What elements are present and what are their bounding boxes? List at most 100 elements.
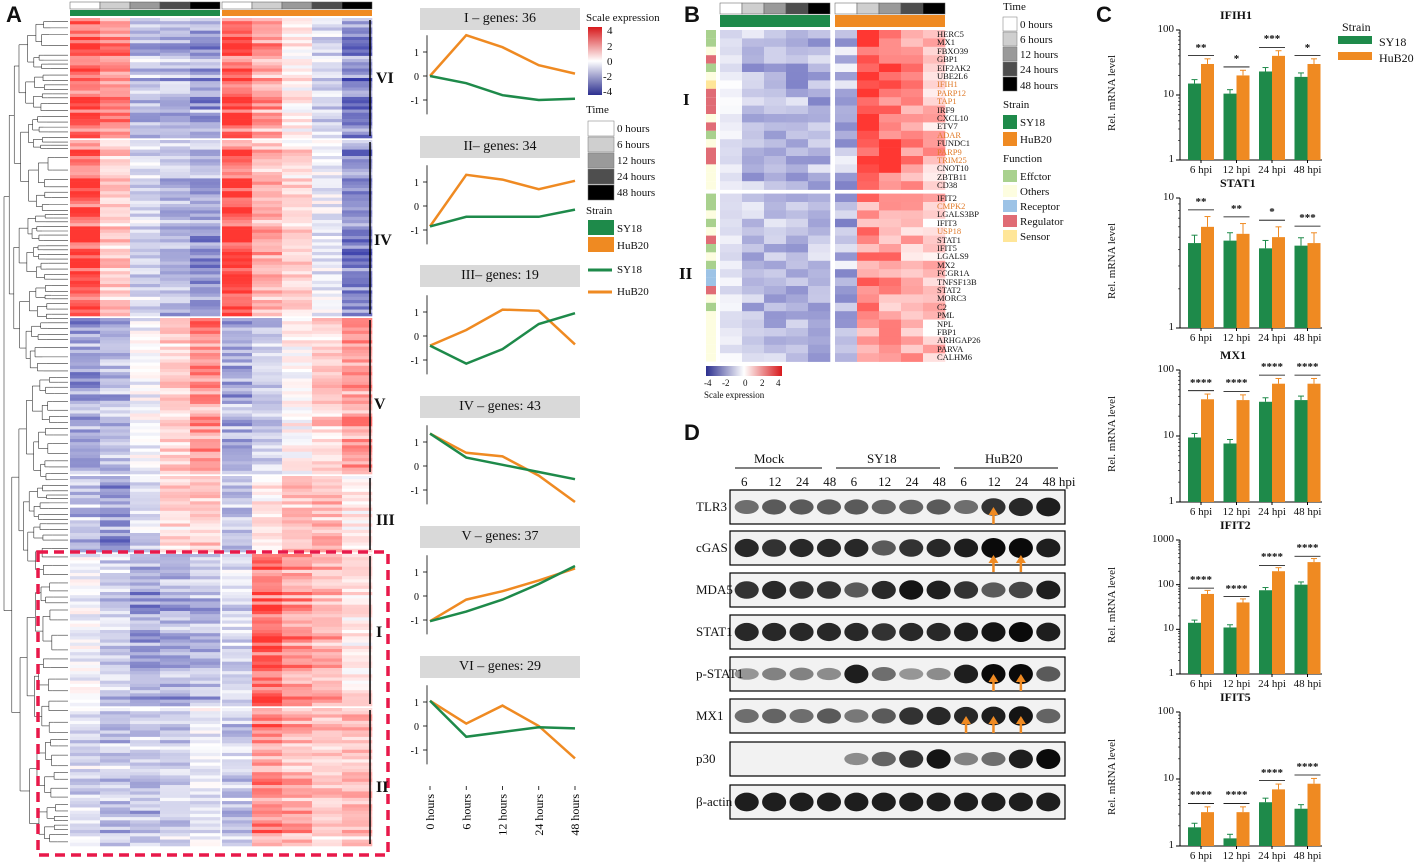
heat-cell [160, 633, 191, 637]
heat-cell [342, 40, 373, 44]
heat-cell [100, 582, 131, 586]
heat-cell [100, 194, 131, 198]
heat-cell [70, 677, 101, 681]
heat-cell [70, 330, 101, 335]
blot-band [953, 706, 979, 726]
b-heat-cell [742, 181, 765, 190]
heat-cell [312, 730, 343, 734]
heat-cell [222, 461, 253, 465]
heat-cell [100, 43, 131, 47]
heat-cell [282, 368, 313, 373]
heat-cell [342, 485, 373, 489]
heat-cell [130, 557, 161, 561]
heat-cell [252, 245, 283, 250]
c-bar-hub20 [1307, 63, 1321, 160]
blot-band [926, 792, 951, 812]
heat-cell [70, 333, 101, 338]
heat-cell [312, 223, 343, 227]
heat-cell [252, 442, 283, 446]
heat-cell [100, 696, 131, 700]
gene-label: CALHM6 [937, 352, 972, 363]
b-heat-cell [901, 235, 924, 245]
heat-cell [282, 579, 313, 583]
heat-cell [222, 680, 253, 685]
heat-cell [342, 191, 373, 195]
heat-cell [130, 432, 161, 437]
c-xtick-label: 6 hpi [1189, 678, 1213, 690]
heat-cell [130, 823, 161, 828]
heat-cell [100, 172, 131, 176]
heat-cell [160, 232, 191, 237]
heat-cell [312, 576, 343, 580]
heat-cell [282, 539, 313, 543]
b-heat-cell [923, 147, 946, 157]
heat-cell [282, 604, 313, 609]
heat-cell [252, 479, 283, 483]
heat-cell [70, 507, 101, 512]
b-heat-cell [720, 114, 743, 123]
b-heat-cell [808, 260, 831, 270]
blot-band [926, 499, 951, 515]
heat-cell [312, 207, 343, 211]
heat-cell [190, 595, 221, 599]
heat-cell [70, 620, 101, 624]
heat-cell [100, 488, 131, 493]
heat-cell [282, 730, 313, 734]
heat-cell [100, 426, 131, 430]
heat-cell [190, 290, 221, 294]
heat-cell [130, 258, 161, 262]
heat-cell [70, 375, 101, 379]
heat-cell [342, 175, 373, 179]
heat-cell [190, 264, 221, 269]
heat-cell [252, 733, 283, 738]
heat-cell [342, 566, 373, 571]
heat-cell [252, 607, 283, 612]
heat-cell [252, 652, 283, 656]
gene-label: MX1 [937, 37, 955, 48]
heat-cell [100, 349, 131, 354]
heat-cell [222, 598, 253, 602]
heat-cell [252, 378, 283, 382]
heat-cell [160, 397, 191, 402]
heat-cell [190, 839, 221, 844]
heat-cell [342, 836, 373, 840]
heat-cell [342, 349, 373, 354]
heat-cell [282, 378, 313, 382]
heat-cell [252, 68, 283, 72]
heat-cell [190, 365, 221, 370]
heat-cell [222, 566, 253, 571]
heat-cell [70, 768, 101, 773]
heat-cell [100, 146, 131, 150]
b-function-swatch [1003, 170, 1017, 182]
heat-cell [160, 448, 191, 453]
heat-cell [130, 617, 161, 621]
heat-cell [222, 312, 253, 317]
heat-cell [252, 131, 283, 136]
heat-cell [70, 68, 101, 72]
heat-cell [70, 248, 101, 253]
c-xtick-label: 6 hpi [1189, 506, 1213, 518]
heat-cell [100, 407, 131, 411]
heat-cell [70, 165, 101, 170]
heat-cell [130, 188, 161, 192]
heat-cell [130, 197, 161, 202]
function-cell [706, 164, 716, 173]
heat-cell [100, 680, 131, 685]
b-heat-cell [835, 218, 858, 228]
heat-cell [252, 759, 283, 763]
b-heat-cell [742, 202, 765, 211]
heat-cell [190, 109, 221, 114]
heat-cell [100, 400, 131, 405]
heat-cell [252, 149, 283, 154]
heat-cell [130, 252, 161, 256]
heat-cell [190, 413, 221, 417]
heat-cell [70, 548, 101, 553]
heat-cell [130, 103, 161, 107]
heat-cell [222, 337, 253, 341]
heat-cell [222, 458, 253, 462]
heat-cell [282, 664, 313, 669]
b-heat-cell [808, 122, 831, 132]
b-time-item: 24 hours [1020, 64, 1059, 76]
heat-cell [130, 548, 161, 553]
heat-cell [312, 378, 343, 382]
